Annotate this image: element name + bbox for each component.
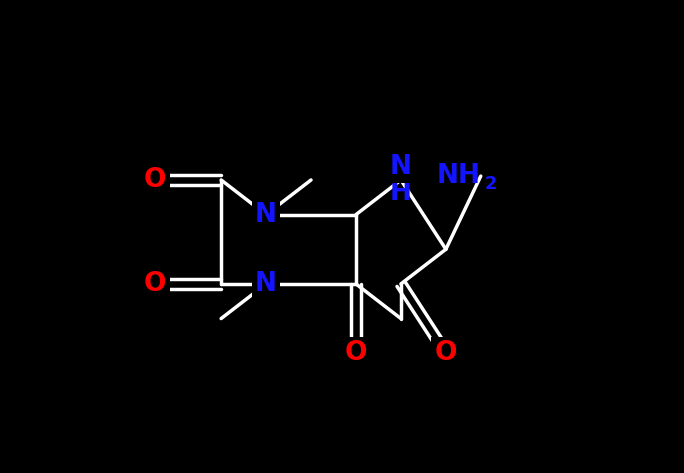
Text: 2: 2: [485, 175, 497, 193]
Text: O: O: [144, 271, 166, 297]
Text: N: N: [255, 201, 277, 228]
Text: H: H: [390, 180, 412, 206]
Text: O: O: [144, 167, 166, 193]
Text: N: N: [255, 271, 277, 297]
Text: NH: NH: [437, 163, 481, 189]
Text: N: N: [390, 154, 412, 180]
Text: O: O: [345, 340, 367, 366]
Text: O: O: [434, 340, 457, 366]
